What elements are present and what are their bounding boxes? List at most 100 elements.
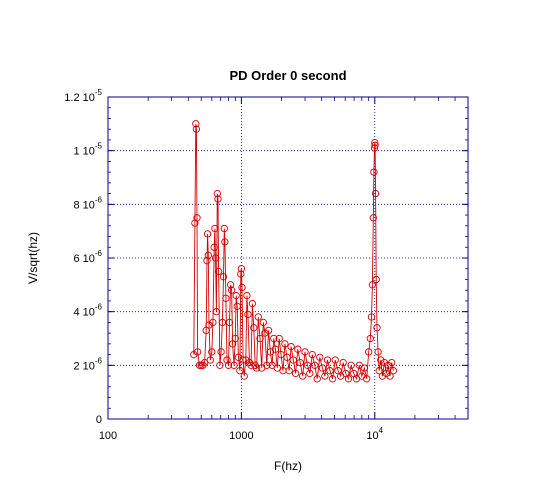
y-tick-label: 4 10-6 <box>73 303 102 319</box>
y-tick-label: 8 10-6 <box>73 195 102 211</box>
data-point-marker <box>301 348 309 356</box>
data-point-marker <box>193 348 202 356</box>
data-point-marker <box>233 302 241 310</box>
data-point-marker <box>360 364 368 372</box>
data-point-marker <box>192 125 201 133</box>
data-point-marker <box>273 364 281 372</box>
data-point-marker <box>237 265 246 273</box>
data-point-marker <box>299 372 307 380</box>
data-point-marker <box>256 334 264 343</box>
data-point-marker <box>217 348 225 356</box>
data-point-marker <box>225 318 234 327</box>
data-point-marker <box>365 348 373 356</box>
data-point-marker <box>303 361 312 369</box>
data-point-marker <box>372 275 380 284</box>
data-point-marker <box>371 141 379 149</box>
data-point-marker <box>287 342 295 351</box>
data-point-marker <box>318 364 327 372</box>
x-axis-label: F(hz) <box>274 459 302 473</box>
data-point-marker <box>220 224 228 233</box>
data-point-marker <box>323 356 332 364</box>
data-point-marker <box>224 361 233 369</box>
data-point-marker <box>219 273 228 281</box>
data-point-marker <box>366 334 374 343</box>
data-point-marker <box>347 361 355 369</box>
data-point-marker <box>212 308 221 316</box>
chart-title: PD Order 0 second <box>229 68 346 83</box>
data-point-marker <box>291 369 300 378</box>
data-point-marker <box>226 281 235 289</box>
data-point-marker <box>193 214 201 222</box>
data-point-marker <box>344 375 353 383</box>
data-point-marker <box>382 369 390 378</box>
y-tick-label: 0 <box>96 414 102 426</box>
axis-tick-labels: 0 2 10-6 4 10-6 6 10-6 8 10-6 1 10-5 1.2 10-5 1… <box>64 88 383 442</box>
data-point-marker <box>231 334 239 343</box>
data-point-marker <box>222 294 230 302</box>
data-point-marker <box>254 313 262 321</box>
grid-lines <box>108 97 468 419</box>
data-point-marker <box>370 144 379 152</box>
data-point-marker <box>363 375 371 383</box>
data-point-marker <box>373 324 381 332</box>
data-point-marker <box>316 353 324 361</box>
x-tick-label: 1000 <box>229 430 253 442</box>
data-point-marker <box>248 299 257 308</box>
data-point-marker <box>203 257 211 265</box>
data-point-marker <box>311 361 319 369</box>
data-point-marker <box>242 356 250 364</box>
data-point-marker <box>192 120 200 128</box>
data-point-marker <box>261 329 269 337</box>
data-point-marker <box>375 367 383 375</box>
data-point-marker <box>270 334 278 343</box>
data-point-marker <box>218 318 227 327</box>
data-point-marker <box>252 364 261 372</box>
data-point-marker <box>306 369 314 378</box>
data-point-marker <box>380 358 389 367</box>
data-point-marker <box>339 358 347 367</box>
data-point-marker <box>210 243 218 251</box>
data-point-marker <box>367 313 376 321</box>
data-point-marker <box>208 348 216 356</box>
data-point-marker <box>211 224 219 233</box>
data-point-marker <box>326 367 334 375</box>
data-point-marker <box>209 318 217 327</box>
data-point-marker <box>216 361 224 369</box>
y-tick-label: 6 10-6 <box>73 249 102 265</box>
data-point-marker <box>328 375 337 383</box>
data-point-marker <box>371 138 379 147</box>
data-series <box>190 120 398 383</box>
data-point-marker <box>204 251 212 259</box>
data-point-marker <box>263 361 271 369</box>
data-point-marker <box>213 189 221 198</box>
data-point-marker <box>237 270 245 278</box>
data-point-marker <box>313 375 321 383</box>
y-axis-label: V/sqrt(hz) <box>26 232 40 284</box>
axis-ticks <box>107 96 468 420</box>
data-point-marker <box>239 356 247 364</box>
data-point-marker <box>271 345 280 353</box>
data-point-marker <box>370 168 378 176</box>
data-point-marker <box>232 291 240 300</box>
data-point-marker <box>214 267 223 276</box>
data-point-marker <box>281 340 289 348</box>
data-point-marker <box>230 361 238 369</box>
data-point-marker <box>250 324 258 332</box>
data-point-marker <box>369 214 377 222</box>
data-point-marker <box>211 254 220 262</box>
data-point-marker <box>371 189 380 198</box>
data-point-marker <box>240 372 248 380</box>
data-point-marker <box>259 318 267 327</box>
data-point-marker <box>206 356 214 364</box>
data-point-marker <box>283 353 291 361</box>
data-point-marker <box>308 350 316 359</box>
data-point-marker <box>238 283 246 292</box>
data-point-marker <box>296 358 304 367</box>
data-point-marker <box>389 367 398 375</box>
data-point-marker <box>203 230 212 238</box>
data-point-marker <box>223 356 231 364</box>
data-point-marker <box>243 291 251 300</box>
data-point-marker <box>275 334 283 343</box>
